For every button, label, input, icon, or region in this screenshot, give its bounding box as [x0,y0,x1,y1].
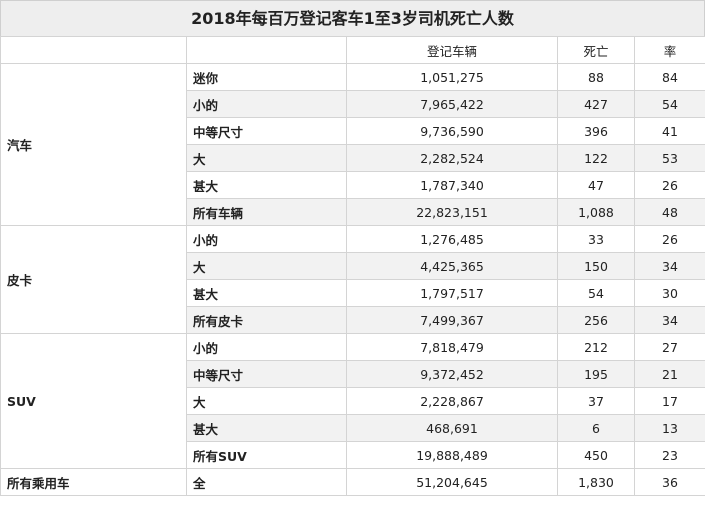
vehicle-type-cell: 甚大 [186,414,347,442]
deaths-cell: 150 [557,252,635,280]
vehicle-type-cell: 小的 [186,225,347,253]
rate-cell: 54 [634,90,705,118]
vehicle-type-cell: 大 [186,387,347,415]
vehicle-type-cell: 小的 [186,333,347,361]
registered-cell: 22,823,151 [346,198,558,226]
registered-cell: 4,425,365 [346,252,558,280]
deaths-cell: 88 [557,63,635,91]
table-row: 甚大 468,691 6 13 [1,414,705,442]
deaths-cell: 195 [557,360,635,388]
vehicle-type-cell: 所有车辆 [186,198,347,226]
rate-cell: 26 [634,171,705,199]
registered-cell: 7,499,367 [346,306,558,334]
registered-cell: 19,888,489 [346,441,558,469]
vehicle-type-cell: 中等尺寸 [186,360,347,388]
vehicle-type-cell: 小的 [186,90,347,118]
rate-cell: 21 [634,360,705,388]
header-rate: 率 [634,36,705,64]
table-row: 汽车 迷你 1,051,275 88 84 [0,63,705,226]
deaths-cell: 122 [557,144,635,172]
table-row: 甚大 1,787,340 47 26 [1,171,705,199]
vehicle-type-cell: 迷你 [186,63,347,91]
vehicle-type-cell: 所有SUV [186,441,347,469]
registered-cell: 2,282,524 [346,144,558,172]
vehicle-type-cell: 大 [186,252,347,280]
registered-cell: 1,276,485 [346,225,558,253]
table-row: 中等尺寸 9,372,452 195 21 [1,360,705,388]
table-body: 汽车 迷你 1,051,275 88 84 小的 7,965,422 427 54 中等尺寸 9,7… [0,63,705,496]
registered-cell: 7,818,479 [346,333,558,361]
rate-cell: 13 [634,414,705,442]
deaths-cell: 33 [557,225,635,253]
deaths-cell: 54 [557,279,635,307]
header-type [186,36,347,64]
registered-cell: 468,691 [346,414,558,442]
group-label: SUV [0,333,187,469]
rate-cell: 34 [634,306,705,334]
registered-cell: 7,965,422 [346,90,558,118]
rate-cell: 48 [634,198,705,226]
table-row: 皮卡 小的 1,276,485 33 26 [0,225,705,334]
rate-cell: 41 [634,117,705,145]
deaths-cell: 47 [557,171,635,199]
header-registered: 登记车辆 [346,36,558,64]
rate-cell: 34 [634,252,705,280]
table-row: 中等尺寸 9,736,590 396 41 [1,117,705,145]
table-title: 2018年每百万登记客车1至3岁司机死亡人数 [0,0,705,36]
deaths-cell: 212 [557,333,635,361]
deaths-cell: 450 [557,441,635,469]
rate-cell: 23 [634,441,705,469]
table-row: 所有皮卡 7,499,367 256 34 [1,306,705,334]
table-row: 小的 7,965,422 427 54 [1,90,705,118]
table-row: SUV 小的 7,818,479 212 27 [0,333,705,469]
fatality-table: 登记车辆 死亡 率 汽车 迷你 1,051,275 88 84 小的 7,965,422 42… [0,36,705,496]
rate-cell: 27 [634,333,705,361]
vehicle-type-cell: 甚大 [186,171,347,199]
rate-cell: 17 [634,387,705,415]
registered-cell: 9,736,590 [346,117,558,145]
deaths-cell: 37 [557,387,635,415]
rate-cell: 30 [634,279,705,307]
deaths-cell: 1,088 [557,198,635,226]
rate-cell: 26 [634,225,705,253]
vehicle-type-cell: 所有皮卡 [186,306,347,334]
vehicle-type-cell: 全 [186,468,347,496]
deaths-cell: 6 [557,414,635,442]
registered-cell: 9,372,452 [346,360,558,388]
group-label: 皮卡 [0,225,187,334]
registered-cell: 1,051,275 [346,63,558,91]
deaths-cell: 256 [557,306,635,334]
registered-cell: 1,787,340 [346,171,558,199]
header-deaths: 死亡 [557,36,635,64]
table-row: 大 2,282,524 122 53 [1,144,705,172]
group-label: 所有乘用车 [0,468,187,496]
registered-cell: 2,228,867 [346,387,558,415]
table-row: 所有乘用车全 51,204,645 1,830 36 [0,468,705,496]
rate-cell: 36 [634,468,705,496]
vehicle-type-cell: 中等尺寸 [186,117,347,145]
registered-cell: 1,797,517 [346,279,558,307]
table-row: 所有车辆 22,823,151 1,088 48 [1,198,705,226]
vehicle-type-cell: 甚大 [186,279,347,307]
vehicle-type-cell: 大 [186,144,347,172]
group-label: 汽车 [0,63,187,226]
rate-cell: 84 [634,63,705,91]
deaths-cell: 1,830 [557,468,635,496]
rate-cell: 53 [634,144,705,172]
deaths-cell: 396 [557,117,635,145]
registered-cell: 51,204,645 [346,468,558,496]
header-group [0,36,187,64]
deaths-cell: 427 [557,90,635,118]
header-row: 登记车辆 死亡 率 [0,36,705,64]
